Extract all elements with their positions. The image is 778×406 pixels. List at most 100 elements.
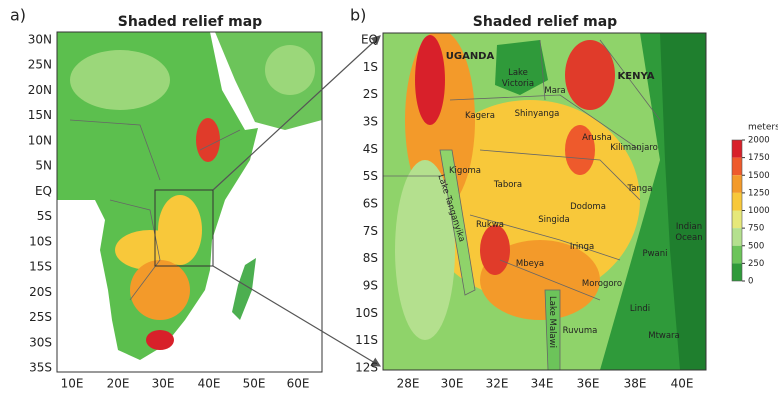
place-label: Kigoma [449,166,481,176]
place-line: Arusha [582,133,612,143]
place-line: KENYA [618,71,655,82]
place-line: UGANDA [446,51,495,62]
panel-title: Shaded relief map [473,14,617,30]
lat-label: 5N [35,159,52,173]
colorbar-segment [732,245,742,264]
colorbar-segment [732,192,742,211]
lon-label: 60E [287,377,310,391]
lat-label: 3S [363,115,378,129]
lat-label: 6S [363,197,378,211]
place-label: Mara [544,86,565,96]
colorbar-segment [732,157,742,176]
place-line: Indian [676,222,702,232]
place-line: Pwani [642,249,667,259]
lat-label: 30S [29,335,52,349]
map-a [57,32,322,372]
lat-label: EQ [361,33,378,47]
place-label: Lake Malawi [548,296,558,348]
lat-label: 15N [28,108,52,122]
place-line: Kilimanjaro [610,143,658,153]
lat-label: 20N [28,83,52,97]
place-line: Ruvuma [563,326,598,336]
colorbar-segment [732,175,742,193]
place-line: Rukwa [476,220,504,230]
place-line: Morogoro [582,279,622,289]
place-label: Rukwa [476,220,504,230]
lat-label: 10N [28,133,52,147]
lon-label: 30E [152,377,175,391]
colorbar-label: 1250 [748,188,770,198]
place-label: Mtwara [648,331,680,341]
place-line: Lake Malawi [548,296,558,348]
place-label: UGANDA [446,51,495,62]
lon-label: 30E [441,377,464,391]
lat-label: 10S [29,234,52,248]
lat-label: 7S [363,224,378,238]
place-label: Arusha [582,133,612,143]
lon-label: 36E [577,377,600,391]
colorbar-frame [731,139,743,282]
colorbar-label: 750 [748,224,764,234]
place-label: Mbeya [516,259,544,269]
place-line: Kagera [465,111,495,121]
colorbar-label: 1500 [748,171,770,181]
colorbar-label: 2000 [748,136,770,146]
place-line: Kigoma [449,166,481,176]
place-label: Tanga [627,184,653,194]
place-label: Kilimanjaro [610,143,658,153]
lat-label: 4S [363,142,378,156]
lat-label: 9S [363,279,378,293]
lat-label: 2S [363,87,378,101]
place-label: Indian Ocean [675,222,702,243]
place-line: Lindi [630,304,650,314]
place-line: Lake [508,68,528,78]
zoom-arrow [212,35,381,191]
lat-label: 30N [28,33,52,47]
place-line: Tanga [627,184,653,194]
colorbar-label: 0 [748,277,753,287]
lat-label: 15S [29,260,52,274]
lon-label: 28E [397,377,420,391]
lat-label: 11S [355,333,378,347]
lat-label: EQ [35,184,52,198]
place-line: Singida [538,215,570,225]
colorbar-segment [732,263,742,281]
place-line: Iringa [570,242,594,252]
lon-label: 20E [107,377,130,391]
lon-label: 40E [671,377,694,391]
place-label: Tabora [493,180,522,190]
place-label: Morogoro [582,279,622,289]
colorbar-label: 1750 [748,153,770,163]
panel-title: Shaded relief map [118,14,262,30]
zoom-arrow [212,265,382,367]
place-label: Dodoma [570,202,606,212]
place-line: Dodoma [570,202,606,212]
colorbar-label: 1000 [748,206,770,216]
lon-label: 32E [486,377,509,391]
lat-label: 5S [363,169,378,183]
panel-letter: a) [10,6,26,25]
lon-label: 40E [198,377,221,391]
lat-label: 35S [29,361,52,375]
lat-label: 12S [355,361,378,375]
place-line: Ocean [675,233,702,243]
place-line: Mtwara [648,331,680,341]
place-label: Lake Victoria [502,68,534,89]
colorbar-label: 500 [748,241,764,251]
place-label: Lindi [630,304,650,314]
colorbar-segment [732,140,742,158]
colorbar-segment [732,228,742,246]
lon-label: 50E [243,377,266,391]
map-b [383,33,706,370]
lat-label: 20S [29,285,52,299]
place-label: Ruvuma [563,326,598,336]
place-label: Shinyanga [515,109,560,119]
place-line: Victoria [502,79,534,89]
lat-label: 5S [37,209,52,223]
place-label: Iringa [570,242,594,252]
place-label: Singida [538,215,570,225]
lat-label: 25S [29,310,52,324]
colorbar-label: 250 [748,259,764,269]
place-label: KENYA [618,71,655,82]
